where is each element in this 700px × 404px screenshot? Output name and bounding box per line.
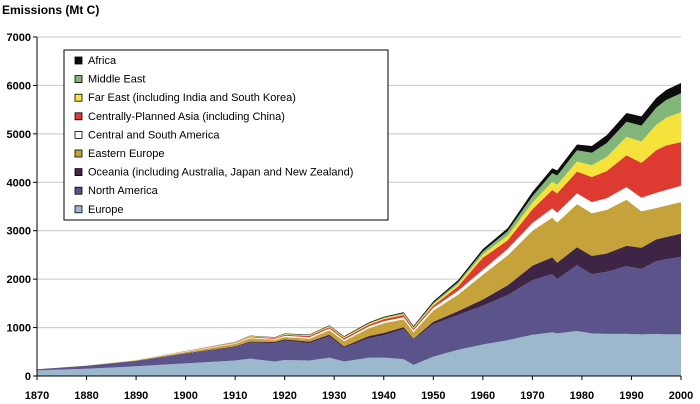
legend-swatch	[74, 205, 83, 214]
area-series-europe	[37, 331, 681, 376]
legend-entry: Oceania (including Australia, Japan and …	[88, 167, 353, 179]
legend-entry: Africa	[88, 55, 117, 67]
x-tick-label: 1960	[471, 390, 495, 402]
y-tick-label: 0	[25, 371, 31, 383]
legend-swatch	[74, 186, 83, 195]
x-tick-label: 1910	[223, 390, 247, 402]
x-tick-label: 1950	[421, 390, 445, 402]
area-series-centrally-planned-asia-including-china	[37, 142, 681, 370]
y-tick-label: 1000	[7, 323, 31, 335]
area-series-eastern-europe	[37, 199, 681, 370]
legend-entry: Middle East	[88, 74, 145, 86]
legend-entry: Far East (including India and South Kore…	[88, 92, 296, 104]
y-tick-label: 7000	[7, 32, 31, 44]
legend-box	[63, 49, 389, 221]
y-tick-label: 4000	[7, 177, 31, 189]
stacked-areas	[37, 83, 681, 376]
y-tick-label: 2000	[7, 274, 31, 286]
legend-entry: Central and South America	[88, 129, 220, 141]
x-tick-label: 1900	[173, 390, 197, 402]
x-tick-label: 1930	[322, 390, 346, 402]
legend-swatch	[74, 112, 83, 121]
legend-swatch	[74, 149, 83, 158]
x-tick-label: 1970	[520, 390, 544, 402]
legend-swatch	[74, 75, 83, 83]
x-tick-label: 1890	[124, 390, 148, 402]
legend-swatch	[74, 130, 83, 139]
legend-entry: Eastern Europe	[88, 148, 164, 160]
y-tick-label: 3000	[7, 226, 31, 238]
legend-entry: Centrally-Planned Asia (including China)	[88, 111, 285, 123]
x-tick-label: 1990	[619, 390, 643, 402]
y-tick-label: 6000	[7, 80, 31, 92]
area-series-north-america	[37, 256, 681, 371]
x-tick-label: 2000	[669, 390, 693, 402]
legend: Africa Middle East Far East (including Ind…	[63, 49, 389, 221]
x-tick-label: 1920	[272, 390, 296, 402]
legend-swatch	[74, 168, 83, 177]
ticks: 1870 1880 1890 1900 1910 1920 1930 1940 1950 1960…	[7, 32, 694, 402]
x-tick-label: 1940	[372, 390, 396, 402]
legend-swatch	[74, 93, 83, 102]
legend-swatch	[74, 56, 83, 65]
y-axis-label: Emissions (Mt C)	[2, 3, 99, 17]
x-tick-label: 1880	[74, 390, 98, 402]
area-series-central-and-south-america	[37, 185, 681, 370]
legend-entry: Europe	[88, 204, 123, 216]
x-tick-label: 1980	[570, 390, 594, 402]
legend-entry: North America	[88, 185, 159, 197]
x-tick-label: 1870	[25, 390, 49, 402]
y-tick-label: 5000	[7, 129, 31, 141]
